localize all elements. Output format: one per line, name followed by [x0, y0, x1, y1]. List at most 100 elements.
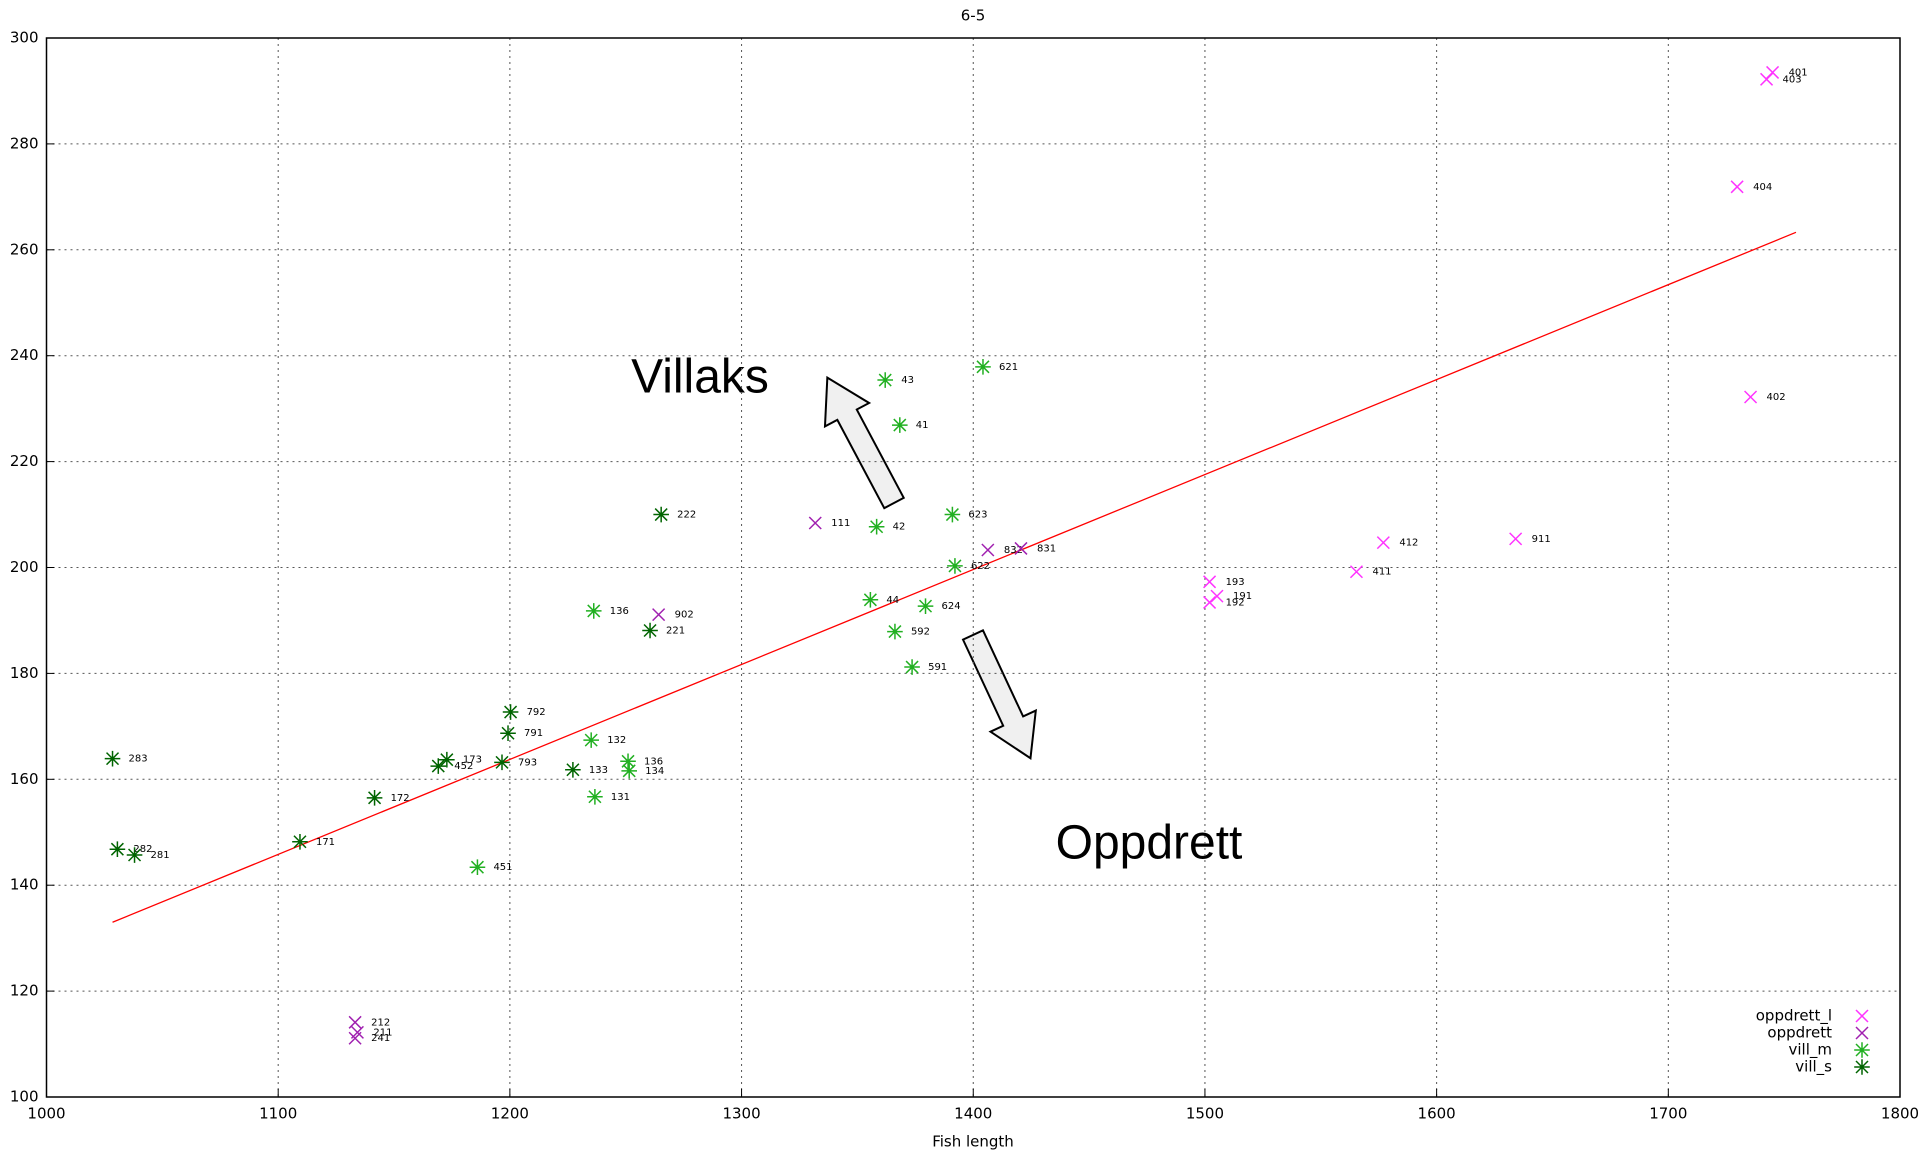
- scatter-point: [1376, 536, 1390, 550]
- point-label: 283: [129, 754, 148, 765]
- scatter-point: [1760, 72, 1774, 86]
- scatter-point: [583, 732, 599, 748]
- point-label: 222: [677, 510, 696, 521]
- scatter-point: [862, 592, 879, 608]
- point-label: 621: [999, 362, 1018, 373]
- point-label: 792: [527, 707, 546, 718]
- y-tick-label: 300: [10, 29, 39, 47]
- point-label: 111: [831, 518, 850, 529]
- scatter-point: [109, 841, 126, 857]
- x-tick-label: 1700: [1649, 1105, 1687, 1123]
- legend-label: oppdrett: [1767, 1024, 1832, 1042]
- point-label: 832: [1004, 545, 1023, 556]
- scatter-point: [502, 704, 519, 720]
- scatter-point: [348, 1015, 362, 1029]
- scatter-point: [642, 622, 658, 639]
- x-tick-label: 1600: [1418, 1105, 1456, 1123]
- scatter-point: [892, 417, 908, 433]
- scatter-point: [877, 372, 894, 388]
- point-label: 623: [968, 510, 987, 521]
- point-label: 622: [971, 561, 990, 572]
- y-tick-label: 240: [10, 346, 39, 364]
- scatter-point: [587, 788, 603, 805]
- point-label: 411: [1372, 567, 1391, 578]
- y-tick-label: 260: [10, 240, 39, 258]
- scatter-point: [1014, 541, 1028, 555]
- arrow: [823, 375, 906, 510]
- x-tick-label: 1000: [27, 1105, 65, 1123]
- point-label: 173: [463, 755, 482, 766]
- trend-line: [112, 231, 1797, 923]
- scatter-point: [1349, 565, 1363, 579]
- scatter-point: [366, 790, 383, 806]
- legend-label: vill_m: [1789, 1041, 1833, 1060]
- scatter-point: [653, 506, 669, 523]
- scatter-point: [868, 518, 885, 535]
- scatter-point: [652, 608, 666, 622]
- point-label: 591: [928, 662, 947, 673]
- legend-marker: [1855, 1009, 1869, 1023]
- y-tick-label: 140: [10, 876, 39, 894]
- point-label: 451: [493, 862, 512, 873]
- point-label: 911: [1532, 534, 1551, 545]
- x-axis-label: Fish length: [932, 1133, 1014, 1151]
- scatter-point: [565, 761, 581, 778]
- scatter-point: [917, 598, 934, 614]
- point-label: 42: [893, 522, 906, 533]
- point-label: 192: [1226, 597, 1245, 608]
- point-label: 212: [371, 1017, 390, 1028]
- scatter-point: [439, 751, 455, 768]
- point-label: 136: [610, 606, 629, 617]
- scatter-point: [904, 659, 920, 675]
- legend-marker: [1855, 1026, 1869, 1040]
- point-label: 41: [916, 420, 929, 431]
- point-label: 171: [316, 837, 335, 848]
- scatter-point: [1509, 532, 1523, 546]
- x-tick-label: 1500: [1186, 1105, 1224, 1123]
- x-tick-label: 1100: [259, 1105, 297, 1123]
- scatter-point: [1210, 589, 1224, 603]
- point-label: 624: [942, 601, 961, 612]
- point-label: 241: [371, 1033, 390, 1044]
- point-label: 592: [911, 627, 930, 638]
- y-tick-label: 120: [10, 982, 39, 1000]
- point-label: 793: [518, 757, 537, 768]
- point-label: 791: [524, 728, 543, 739]
- point-label: 221: [666, 626, 685, 637]
- scatter-point: [494, 754, 510, 771]
- legend-label: oppdrett_l: [1756, 1007, 1832, 1026]
- scatter-point: [947, 558, 963, 574]
- y-tick-label: 160: [10, 770, 39, 788]
- point-label: 902: [675, 610, 694, 621]
- y-tick-label: 280: [10, 134, 39, 152]
- scatter-point: [292, 833, 308, 850]
- scatter-point: [1203, 595, 1217, 609]
- x-tick-label: 1400: [954, 1105, 992, 1123]
- annotation: Oppdrett: [1056, 817, 1243, 870]
- scatter-point: [500, 725, 516, 742]
- scatter-point: [887, 623, 903, 640]
- scatter-point: [1744, 390, 1758, 404]
- point-label: 131: [611, 792, 630, 803]
- arrow: [961, 629, 1037, 760]
- plot-frame: [45, 37, 1901, 1098]
- point-label: 403: [1783, 74, 1802, 85]
- point-label: 136: [644, 756, 663, 767]
- chart-title: 6-5: [961, 7, 986, 25]
- point-label: 191: [1233, 591, 1252, 602]
- point-label: 172: [391, 793, 410, 804]
- scatter-point: [348, 1031, 362, 1045]
- point-label: 211: [373, 1027, 392, 1038]
- point-label: 43: [901, 375, 914, 386]
- point-label: 412: [1399, 538, 1418, 549]
- scatter-point: [1730, 180, 1744, 194]
- scatter-point: [126, 847, 143, 863]
- x-tick-label: 1800: [1881, 1105, 1919, 1123]
- point-label: 831: [1037, 543, 1056, 554]
- y-tick-label: 100: [10, 1088, 39, 1106]
- legend-marker: [1854, 1059, 1870, 1075]
- y-tick-label: 200: [10, 558, 39, 576]
- point-label: 133: [589, 765, 608, 776]
- scatter-point: [944, 506, 961, 523]
